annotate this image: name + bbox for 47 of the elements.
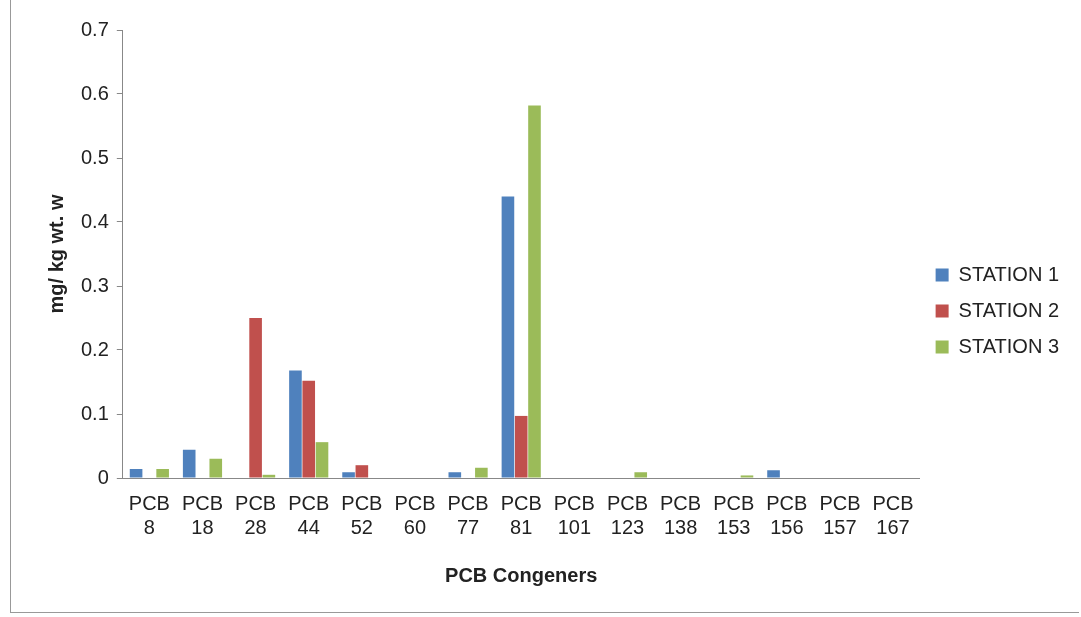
bar — [767, 470, 780, 478]
x-tick-label: PCB 156 — [766, 491, 808, 538]
x-tick-label: PCB 153 — [713, 491, 755, 538]
x-axis-title: PCB Congeners — [445, 563, 598, 586]
x-tick-label: PCB 81 — [500, 491, 542, 538]
bar — [528, 105, 541, 478]
x-tick-label: PCB 123 — [606, 491, 649, 538]
x-tick-label: PCB 28 — [235, 491, 277, 538]
x-tick-label: PCB 60 — [394, 491, 436, 538]
legend-label: STATION 1 — [958, 262, 1060, 285]
x-tick-label: PCB 167 — [872, 491, 914, 538]
bar — [634, 472, 648, 478]
x-tick-label: PCB 77 — [447, 491, 489, 538]
y-tick-label: 0.1 — [80, 401, 109, 424]
legend-label: STATION 3 — [958, 334, 1060, 357]
x-tick-label: PCB 138 — [660, 491, 702, 538]
bar — [156, 469, 169, 478]
bar — [209, 458, 223, 478]
bar — [501, 196, 515, 478]
x-tick-label: PCB 8 — [128, 491, 170, 538]
y-tick-label: 0 — [97, 465, 109, 488]
x-tick-label: PCB 101 — [553, 491, 595, 538]
y-tick-label: 0.5 — [80, 145, 109, 168]
bar — [342, 472, 355, 478]
y-axis-title: mg/ kg wt. w — [44, 194, 67, 314]
bar — [514, 415, 528, 478]
y-tick-label: 0.7 — [80, 17, 109, 40]
y-tick-label: 0.2 — [80, 337, 109, 360]
x-tick-label: PCB 44 — [288, 491, 330, 538]
bar — [249, 318, 262, 478]
bar — [182, 449, 196, 478]
x-tick-label: PCB 52 — [341, 491, 383, 538]
bar — [289, 370, 302, 478]
bar — [262, 474, 276, 478]
bar — [448, 472, 462, 478]
y-tick-label: 0.6 — [80, 81, 109, 104]
bar — [315, 442, 329, 478]
x-tick-label: PCB 18 — [181, 491, 224, 538]
bar — [355, 465, 369, 478]
y-tick-label: 0.3 — [80, 273, 109, 296]
legend-label: STATION 2 — [958, 298, 1060, 321]
bar — [302, 380, 316, 478]
bar — [129, 469, 143, 478]
bar — [740, 475, 754, 478]
y-tick-label: 0.4 — [80, 209, 109, 232]
bar — [475, 467, 488, 478]
x-tick-label: PCB 157 — [819, 491, 861, 538]
